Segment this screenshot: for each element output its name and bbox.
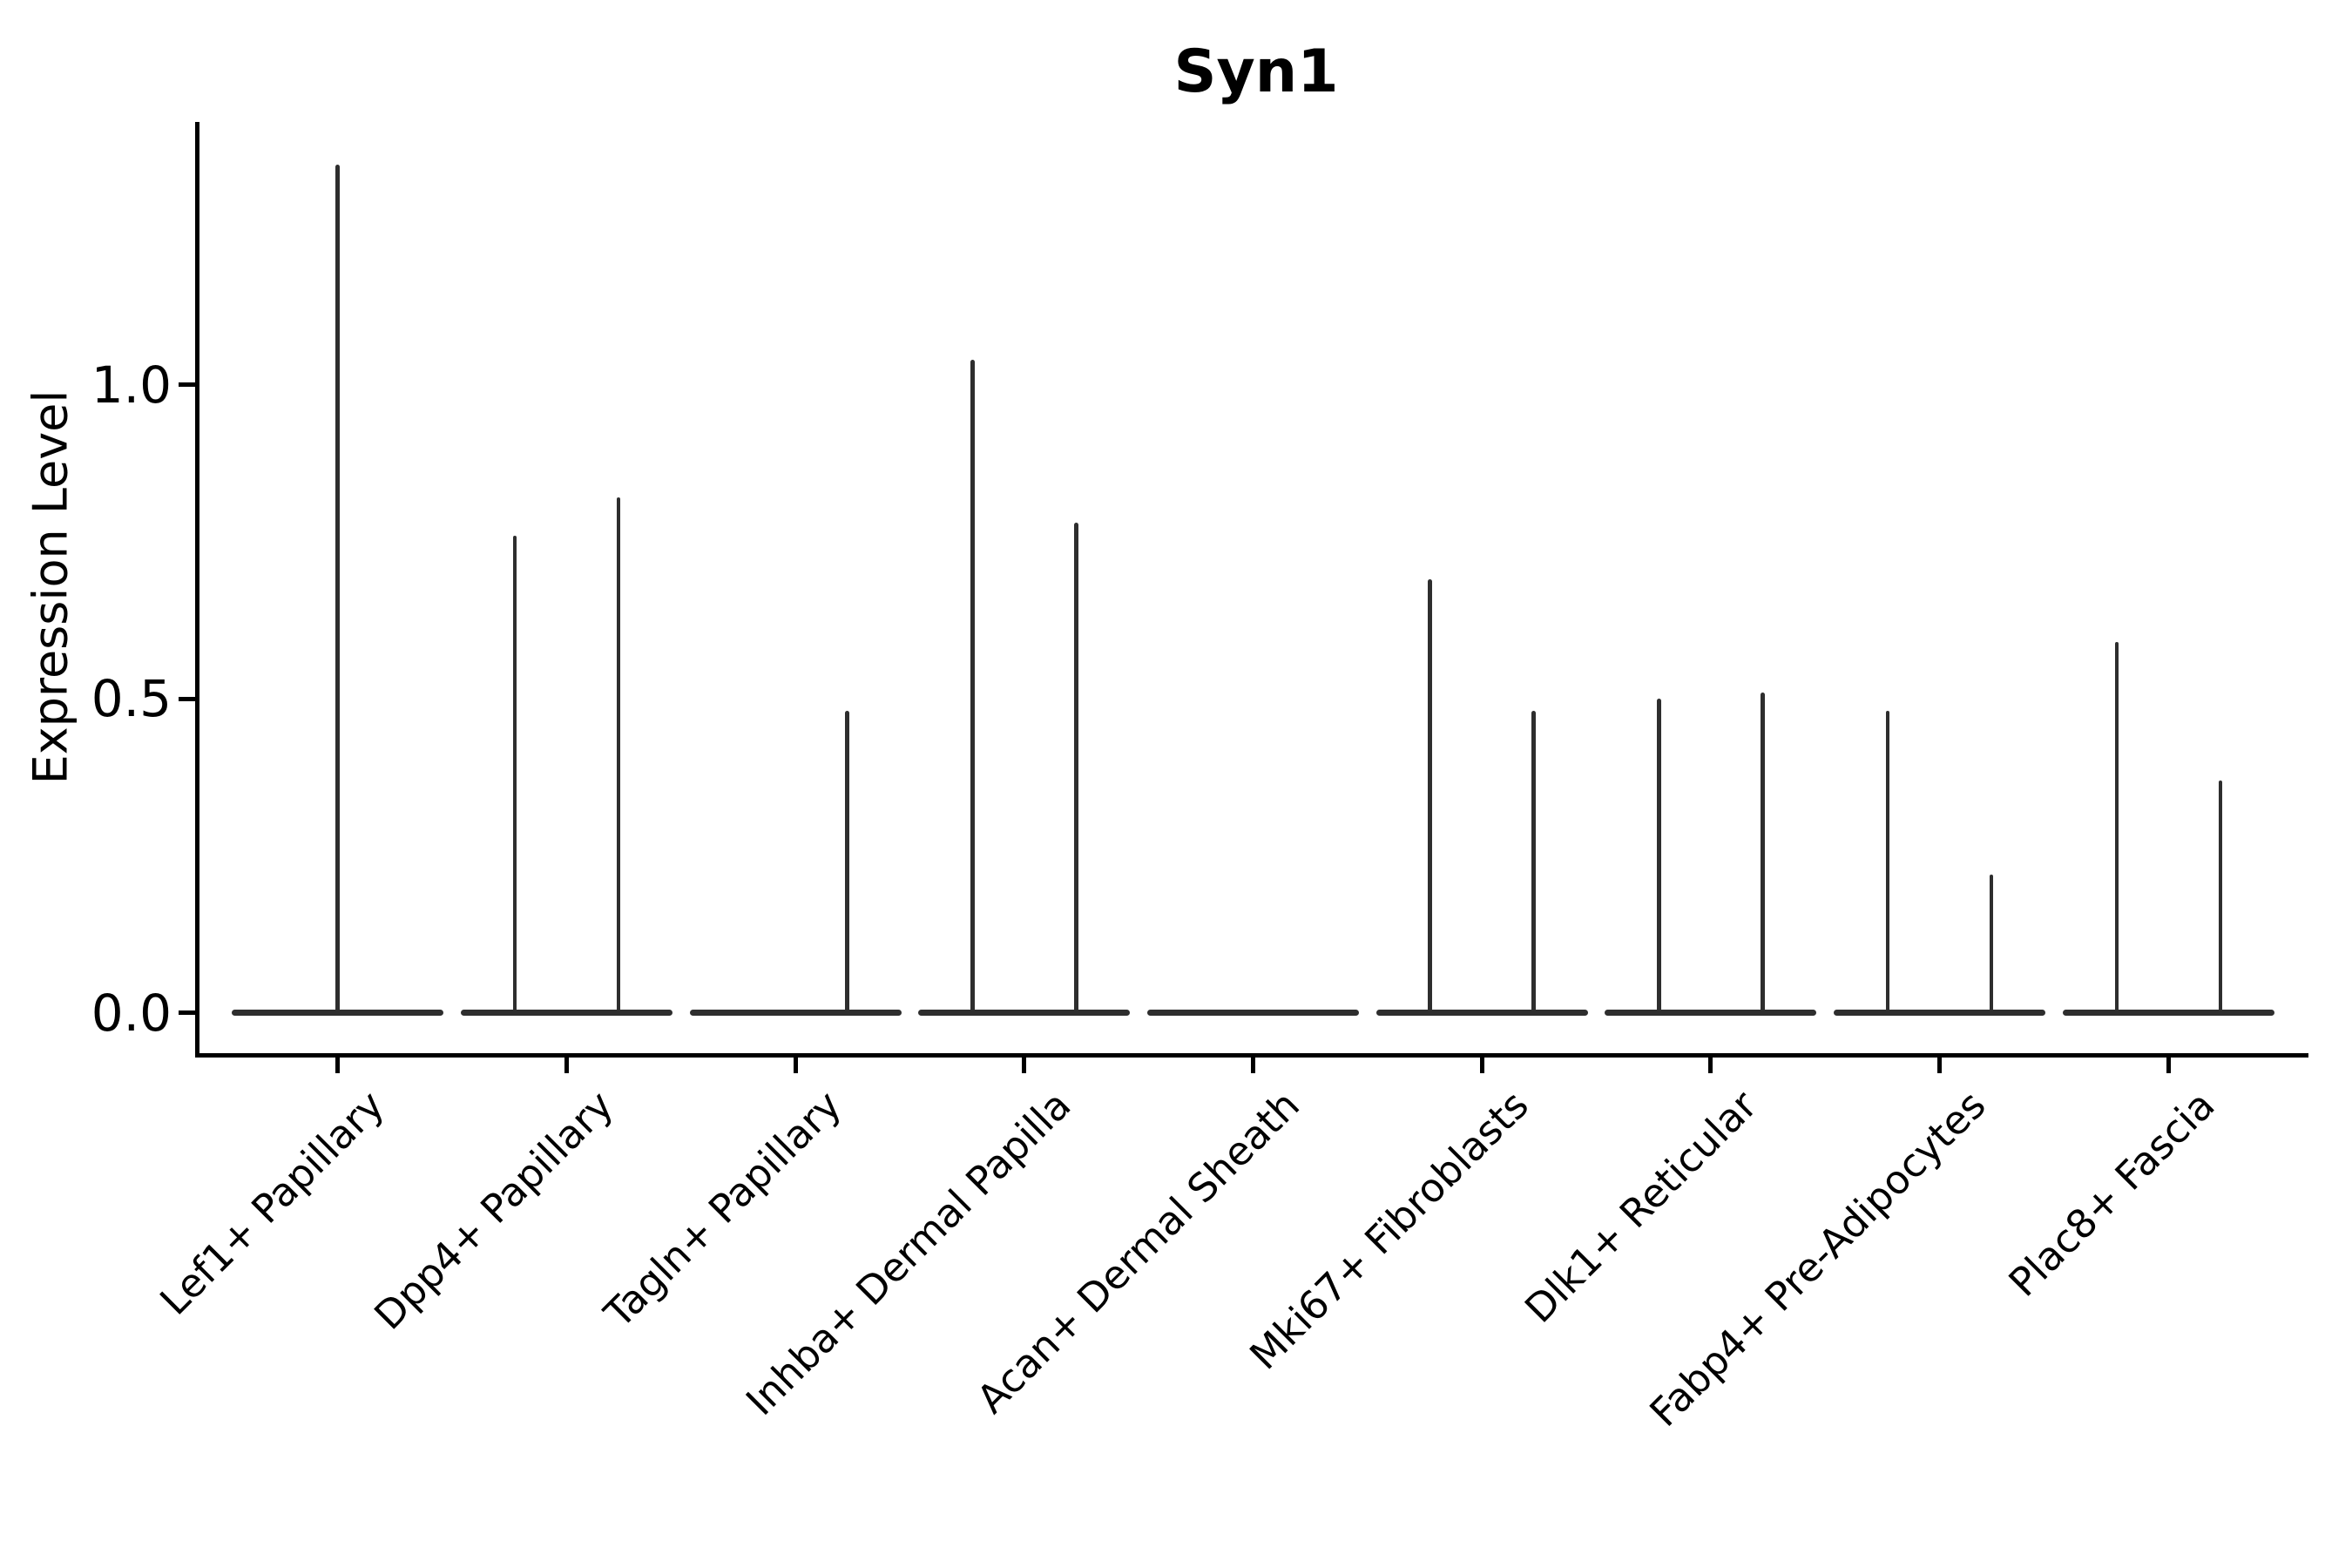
y-axis-tick-label: 0.5: [91, 669, 172, 728]
violin-spike: [616, 497, 621, 1014]
violin-body: [1147, 1010, 1359, 1016]
x-axis-tick: [1022, 1058, 1027, 1073]
x-axis-category-label: Lef1+ Papillary: [151, 1081, 394, 1324]
chart-title: Syn1: [1173, 37, 1339, 106]
y-axis-tick: [179, 1010, 195, 1015]
x-axis-tick: [793, 1058, 798, 1073]
violin-spike: [1885, 711, 1890, 1014]
violin-spike: [1657, 699, 1661, 1014]
x-axis-category-label: Dlk1+ Reticular: [1516, 1081, 1767, 1332]
violin-spike: [1761, 692, 1765, 1014]
violin-spike: [2114, 642, 2119, 1014]
violin-spike: [512, 535, 517, 1014]
y-axis-tick: [179, 696, 195, 701]
x-axis-tick: [1479, 1058, 1484, 1073]
x-axis-spine: [195, 1053, 2308, 1058]
x-axis-tick: [2166, 1058, 2171, 1073]
violin-body: [918, 1010, 1131, 1016]
violin-spike: [1989, 874, 1994, 1014]
x-axis-tick: [564, 1058, 569, 1073]
y-axis-spine: [195, 122, 199, 1058]
y-axis-tick: [179, 382, 195, 387]
violin-body: [1375, 1010, 1588, 1016]
violin-body: [1605, 1010, 1817, 1016]
violin-body: [1834, 1010, 2046, 1016]
violin-spike: [1074, 523, 1078, 1014]
x-axis-tick: [1937, 1058, 1943, 1073]
violin-spike: [1531, 711, 1536, 1014]
violin-spike: [970, 359, 975, 1014]
y-axis-tick-label: 1.0: [91, 355, 172, 415]
y-axis-label: Expression Level: [23, 389, 78, 785]
violin-spike: [335, 165, 340, 1014]
x-axis-category-label: Tagln+ Papillary: [595, 1081, 851, 1337]
x-axis-tick: [1708, 1058, 1713, 1073]
x-axis-category-label: Plac8+ Fascia: [1999, 1081, 2224, 1306]
x-axis-tick: [335, 1058, 341, 1073]
y-axis-tick-label: 0.0: [91, 983, 172, 1043]
x-axis-tick: [1251, 1058, 1255, 1073]
violin-spike: [1428, 579, 1432, 1014]
violin-spike: [845, 711, 849, 1014]
x-axis-category-label: Dpp4+ Papillary: [364, 1081, 622, 1339]
violin-body: [2062, 1010, 2274, 1016]
violin-body: [689, 1010, 902, 1016]
violin-spike: [2218, 780, 2223, 1014]
violin-body: [460, 1010, 672, 1016]
